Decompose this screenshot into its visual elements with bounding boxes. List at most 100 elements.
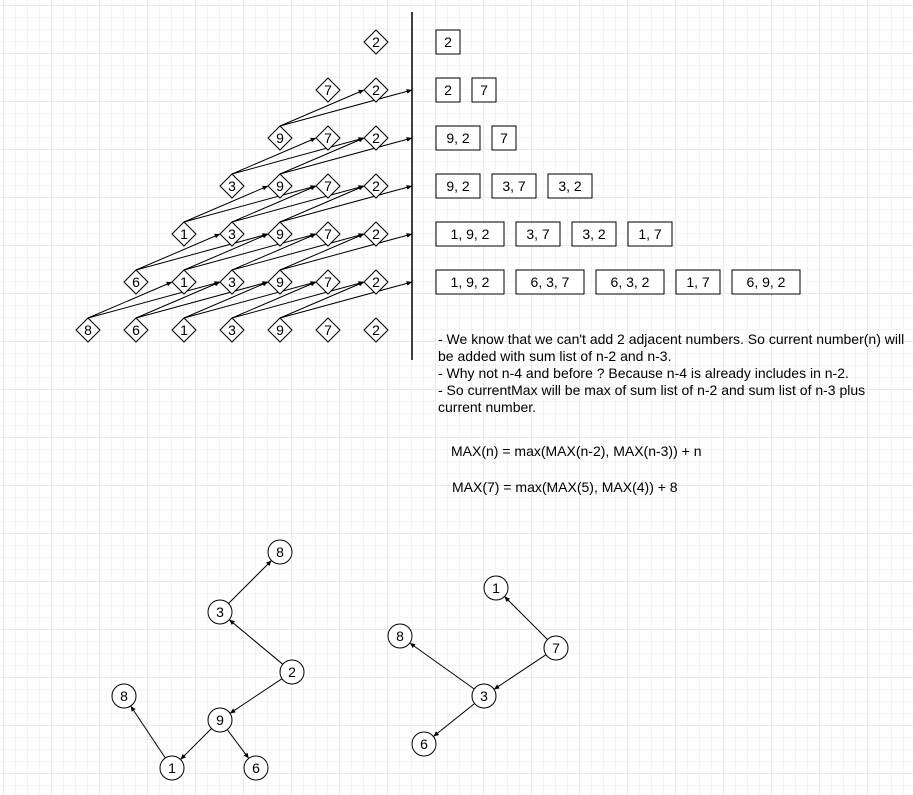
dependency-arrow (279, 185, 413, 223)
number-diamond: 2 (363, 125, 389, 151)
dependency-arrow (279, 137, 413, 175)
sum-box-frame (595, 269, 665, 295)
diamond-shape (315, 77, 341, 103)
sum-box-label: 1, 9, 2 (451, 226, 490, 242)
tree-node-label: 3 (216, 604, 224, 620)
sum-list-box: 2 (435, 29, 461, 55)
sum-box-label: 9, 2 (446, 130, 470, 146)
dependency-arrow (135, 233, 269, 271)
sum-box-frame (731, 269, 801, 295)
tree-node-label: 7 (552, 640, 560, 656)
number-diamond: 2 (363, 221, 389, 247)
number-diamond: 7 (315, 317, 341, 343)
number-diamond: 3 (219, 269, 245, 295)
diamond-shape (219, 221, 245, 247)
tree-node-circle (483, 575, 509, 601)
dependency-arrow (279, 233, 365, 271)
dependency-arrow (231, 281, 317, 319)
dependency-arrow (135, 281, 269, 319)
dependency-arrow (183, 233, 269, 271)
number-diamond: 1 (171, 269, 197, 295)
sum-box-frame (491, 173, 537, 199)
tree-node-label: 8 (396, 628, 404, 644)
diamond-shape (363, 221, 389, 247)
diamond-label: 9 (276, 130, 284, 146)
sum-box-label: 6, 3, 7 (531, 274, 570, 290)
sum-list-box: 1, 9, 2 (435, 221, 505, 247)
diamond-label: 3 (228, 226, 236, 242)
sum-list-box: 3, 2 (547, 173, 593, 199)
diamond-shape (219, 317, 245, 343)
tree-node-label: 3 (480, 688, 488, 704)
right-tree-edge (433, 703, 475, 737)
diamond-label: 6 (132, 322, 140, 338)
sum-box-frame (435, 221, 505, 247)
diamond-shape (171, 317, 197, 343)
diamond-shape (219, 173, 245, 199)
sum-box-frame (435, 29, 461, 55)
dependency-arrow (231, 185, 365, 223)
number-diamond: 7 (315, 269, 341, 295)
sum-box-label: 2 (444, 34, 452, 50)
tree-node-label: 6 (420, 736, 428, 752)
dependency-arrow (231, 233, 317, 271)
sum-list-box: 3, 2 (571, 221, 617, 247)
diamond-shape (267, 269, 293, 295)
sum-box-label: 3, 2 (582, 226, 606, 242)
left-tree-edge (228, 619, 284, 665)
tree-node-circle (243, 755, 269, 781)
sum-list-box: 1, 9, 2 (435, 269, 505, 295)
diamond-shape (315, 221, 341, 247)
dependency-arrow (279, 89, 413, 127)
number-diamond: 7 (315, 125, 341, 151)
diamond-label: 1 (180, 322, 188, 338)
number-diamond: 9 (267, 125, 293, 151)
sum-box-frame (435, 173, 481, 199)
diamond-label: 2 (372, 34, 380, 50)
sum-box-label: 6, 3, 2 (611, 274, 650, 290)
number-diamond: 8 (75, 317, 101, 343)
left-tree-edge (180, 728, 212, 760)
dependency-arrow (279, 89, 365, 127)
sum-list-box: 2 (435, 77, 461, 103)
left-tree-edge (226, 729, 250, 759)
sum-list-box: 7 (471, 77, 497, 103)
diamond-label: 9 (276, 226, 284, 242)
sum-box-label: 1, 9, 2 (451, 274, 490, 290)
sum-box-frame (627, 221, 673, 247)
number-diamond: 7 (315, 77, 341, 103)
dependency-arrow (279, 281, 413, 319)
sum-box-label: 3, 2 (558, 178, 582, 194)
diamond-label: 7 (324, 322, 332, 338)
sum-box-label: 1, 7 (638, 226, 662, 242)
sum-box-frame (491, 125, 517, 151)
sum-list-box: 6, 3, 2 (595, 269, 665, 295)
sum-box-frame (515, 269, 585, 295)
sum-list-box: 6, 9, 2 (731, 269, 801, 295)
number-diamond: 9 (267, 221, 293, 247)
tree-node-circle (279, 659, 305, 685)
formula-example: MAX(7) = max(MAX(5), MAX(4)) + 8 (452, 479, 678, 495)
diamond-shape (267, 125, 293, 151)
sum-box-label: 9, 2 (446, 178, 470, 194)
diamond-shape (219, 269, 245, 295)
dependency-arrow (231, 137, 365, 175)
dependency-arrow (135, 281, 221, 319)
diamond-label: 1 (180, 226, 188, 242)
number-diamond: 9 (267, 269, 293, 295)
dependency-arrow (135, 233, 221, 271)
right-tree-node: 8 (387, 623, 413, 649)
left-tree-node: 2 (279, 659, 305, 685)
right-tree-edge (409, 642, 475, 690)
sum-list-box: 7 (491, 125, 517, 151)
dependency-arrow (279, 185, 365, 223)
diamond-shape (75, 317, 101, 343)
dependency-arrow (279, 233, 413, 271)
diamond-label: 7 (324, 82, 332, 98)
right-tree-edge (493, 654, 547, 690)
diamond-shape (267, 221, 293, 247)
diamond-shape (363, 269, 389, 295)
diamond-label: 9 (276, 178, 284, 194)
number-diamond: 3 (219, 173, 245, 199)
tree-node-label: 2 (288, 664, 296, 680)
